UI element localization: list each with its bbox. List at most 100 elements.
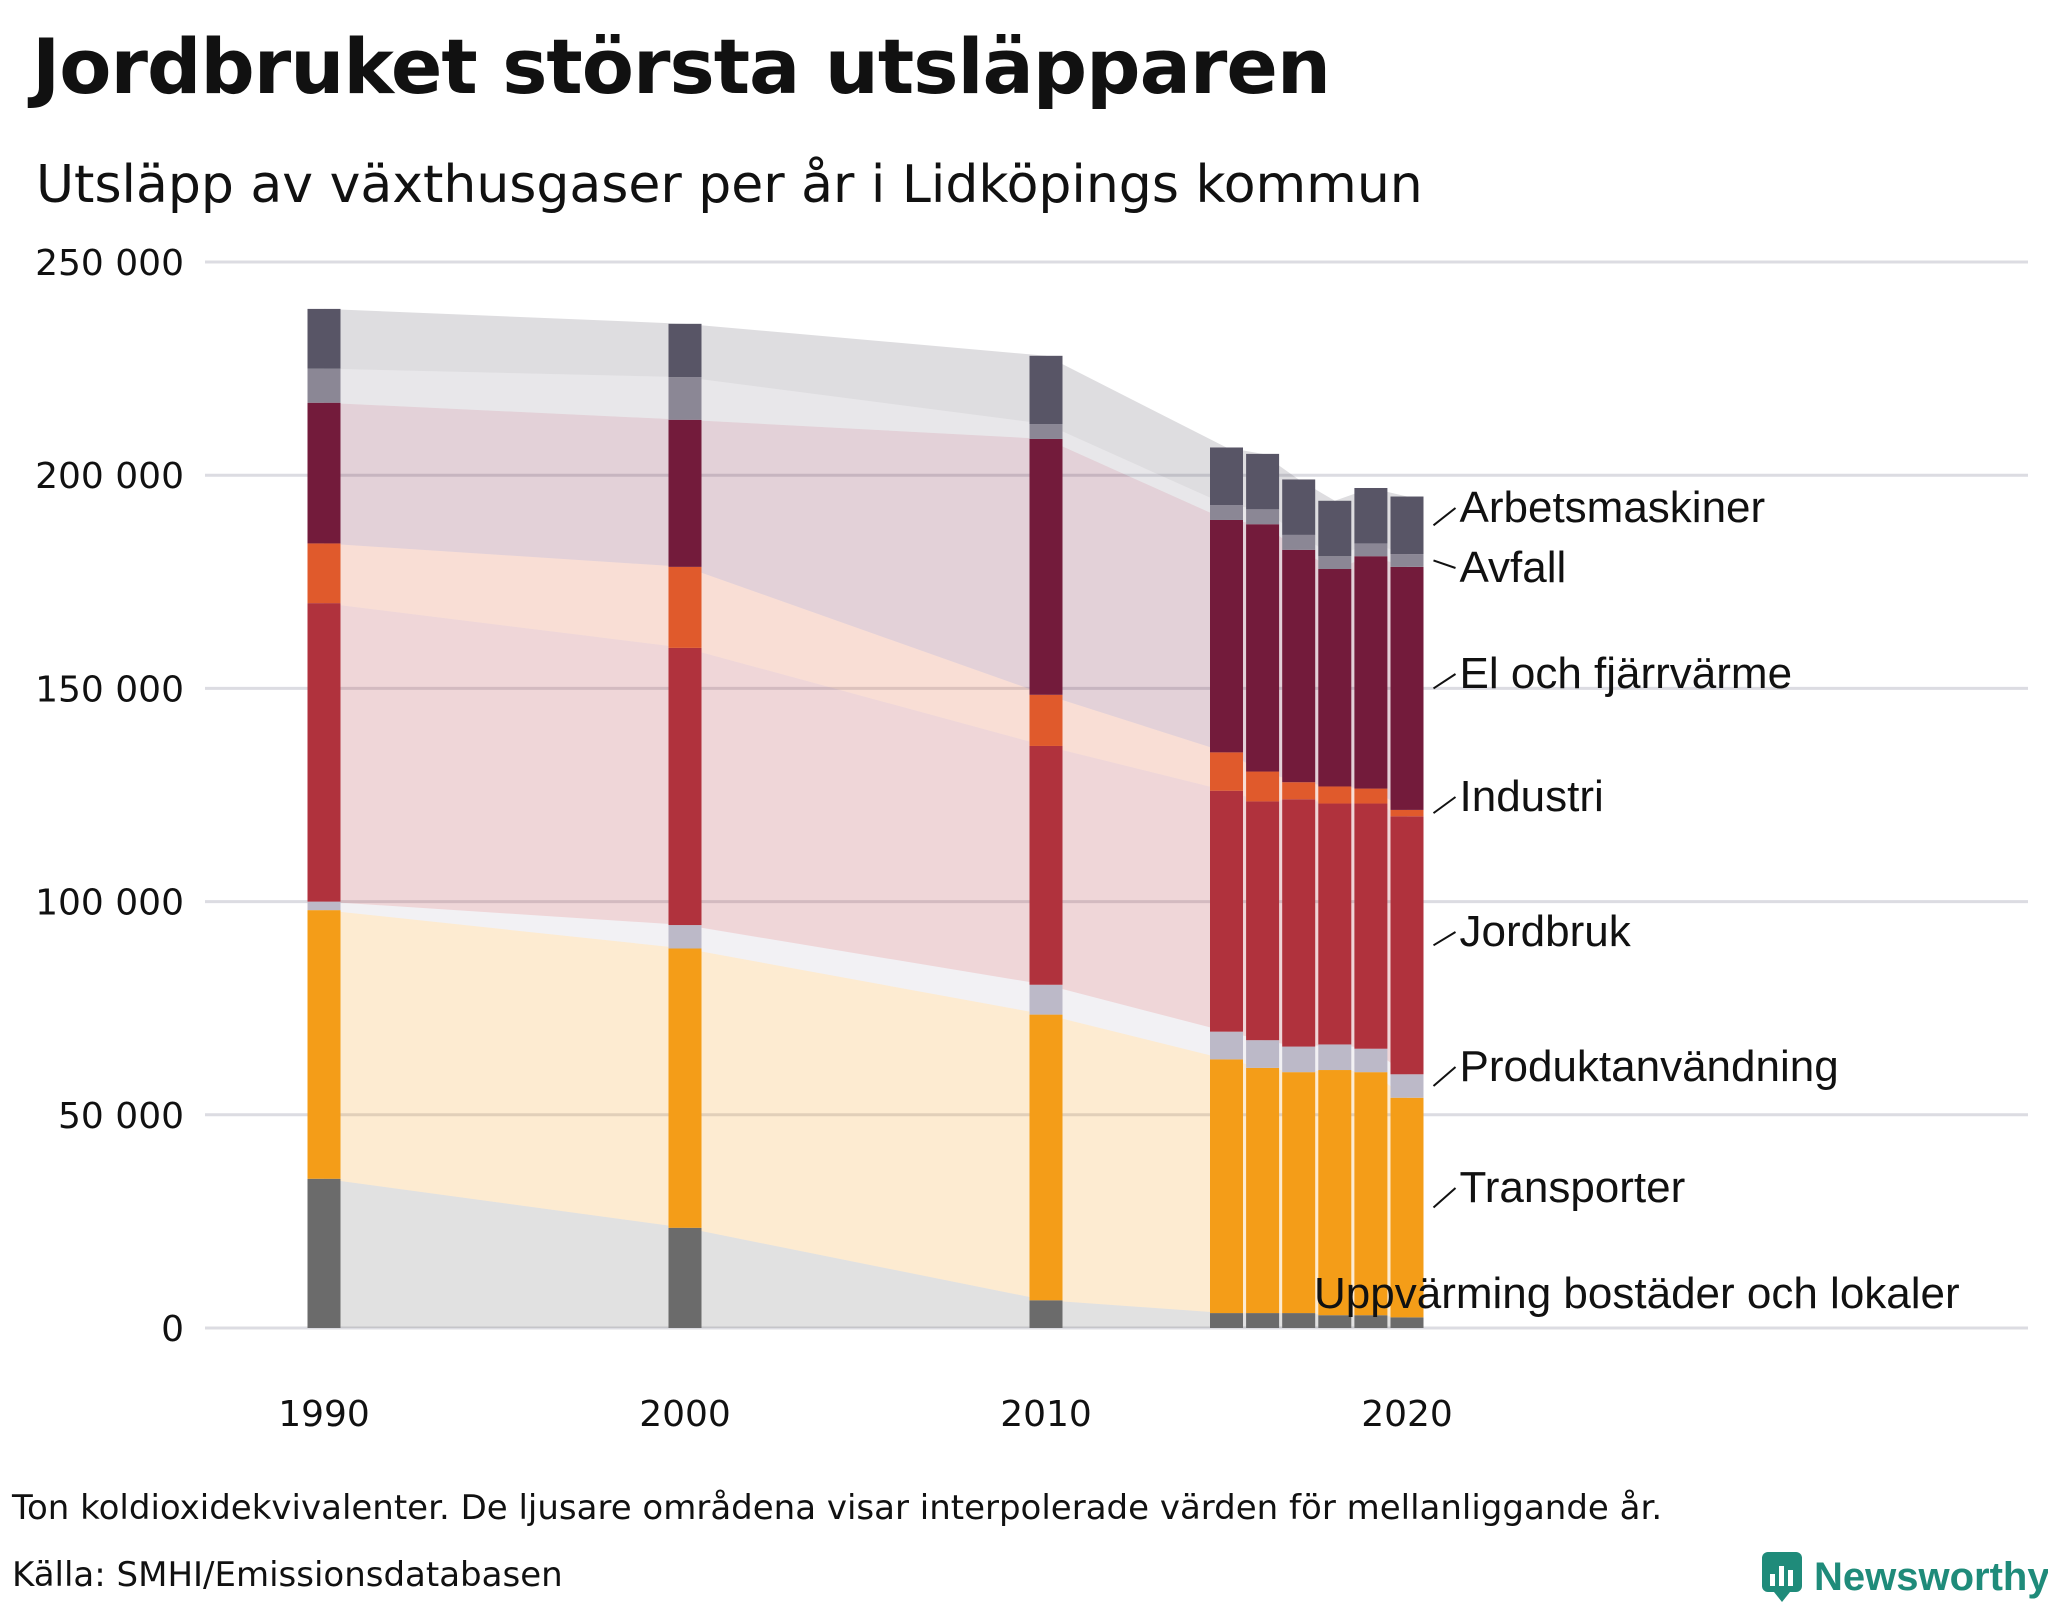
label-leader-line (1432, 931, 1457, 947)
label-leader-line (1432, 796, 1457, 814)
area-7 (324, 308, 1407, 557)
label-leader-line (1433, 559, 1456, 569)
bar-segment (307, 901, 341, 911)
series-label: Jordbruk (1460, 907, 1632, 956)
bar-segment (1354, 487, 1388, 544)
area-5 (324, 402, 1407, 810)
series-label: El och fjärrvärme (1460, 649, 1793, 698)
bar-segment (307, 543, 341, 604)
bar-segment (1029, 745, 1063, 985)
bar-segment (1318, 786, 1352, 804)
label-leader-line (1432, 507, 1457, 527)
y-tick-label: 100 000 (35, 883, 184, 924)
brand-logo: Newsworthy (1760, 1550, 2048, 1604)
bar-segment (668, 419, 702, 567)
bar-segment (1282, 782, 1316, 800)
area-1 (324, 910, 1407, 1318)
bar-segment (1354, 1048, 1388, 1073)
bar-segment (1354, 788, 1388, 804)
brand-name: Newsworthy (1814, 1554, 2048, 1599)
bar-segment (1210, 790, 1243, 1032)
bar-segment (1282, 549, 1316, 783)
gridlines (205, 260, 2028, 1330)
axis-labels: 0 50 000 100 000 150 000 200 000 250 000 1990 2… (35, 243, 1453, 1435)
bar-segment (307, 368, 341, 403)
bar-segment (1029, 438, 1063, 695)
bar-segment (1390, 809, 1424, 817)
x-tick-label: 2010 (1000, 1394, 1092, 1435)
source-credit: Källa: SMHI/Emissionsdatabasen (12, 1555, 563, 1595)
bar-segment (1354, 1072, 1388, 1316)
stacked-bar-chart: 0 50 000 100 000 150 000 200 000 250 000 1990 2… (35, 243, 2028, 1435)
interpolated-areas (324, 308, 1407, 1328)
series-label: Industri (1460, 772, 1604, 821)
bar-segment (1246, 801, 1280, 1041)
bar-segment (1210, 752, 1243, 791)
bar-segment (1282, 799, 1316, 1047)
bar-segment (1210, 505, 1243, 520)
label-leader-line (1432, 673, 1457, 690)
bar-segment (1029, 984, 1063, 1015)
series-label: Uppvärming bostäder och lokaler (1314, 1269, 1960, 1318)
bar-segment (1210, 447, 1243, 506)
area-3 (324, 603, 1407, 1075)
chart-subtitle: Utsläpp av växthusgaser per år i Lidköpi… (36, 155, 1423, 215)
bar-segment (1318, 569, 1352, 787)
bar-segment (1029, 694, 1063, 746)
bar-segment (1246, 771, 1280, 802)
bar-segment (1210, 1059, 1243, 1314)
bar-segment (1354, 803, 1388, 1049)
bar-segment (1390, 1317, 1424, 1328)
bar-segment (1246, 453, 1280, 510)
bar-segment (1210, 519, 1243, 753)
bar-segment (668, 323, 702, 378)
bar-segment (668, 1227, 702, 1328)
label-leader-line (1432, 1187, 1457, 1209)
bar-segment (1282, 1046, 1316, 1073)
bar-segment (307, 308, 341, 369)
bar-segment (1282, 1072, 1316, 1314)
y-tick-label: 0 (161, 1309, 184, 1350)
bar-segment (1354, 543, 1388, 557)
bar-segment (1246, 524, 1280, 772)
area-4 (324, 543, 1407, 817)
bar-segment (668, 948, 702, 1228)
series-label: Arbetsmaskiner (1460, 483, 1766, 532)
y-tick-label: 200 000 (35, 456, 184, 497)
x-tick-label: 2000 (639, 1394, 731, 1435)
bar-segment (1318, 1070, 1352, 1316)
bars (307, 308, 1424, 1328)
bar-segment (1210, 1313, 1243, 1328)
bar-segment (668, 925, 702, 949)
bar-segment (307, 1178, 341, 1328)
bar-segment (1029, 355, 1063, 425)
bar-segment (1390, 1074, 1424, 1098)
bar-segment (1390, 496, 1424, 555)
label-leader-line (1432, 1066, 1457, 1087)
bar-segment (1246, 1313, 1280, 1328)
x-tick-label: 2020 (1361, 1394, 1453, 1435)
bar-segment (307, 910, 341, 1179)
footnote: Ton koldioxidekvivalenter. De ljusare om… (12, 1488, 1663, 1528)
bar-segment (1282, 1313, 1316, 1328)
bar-segment (1318, 556, 1352, 570)
area-2 (324, 901, 1407, 1098)
bar-segment (668, 377, 702, 420)
y-tick-label: 150 000 (35, 669, 184, 710)
area-0 (324, 1178, 1407, 1328)
bar-segment (1029, 1300, 1063, 1328)
bar-segment (1318, 500, 1352, 557)
bar-segment (668, 647, 702, 926)
bar-segment (1246, 509, 1280, 525)
bar-segment (1029, 424, 1063, 439)
bar-segment (668, 566, 702, 648)
bar-segment (1390, 1097, 1424, 1318)
bar-segment (1390, 816, 1424, 1075)
chart-title: Jordbruket största utsläpparen (32, 22, 1331, 111)
bar-segment (1354, 556, 1388, 789)
series-label: Transporter (1460, 1163, 1686, 1212)
bar-segment (1029, 1014, 1063, 1301)
bar-segment (1246, 1067, 1280, 1314)
newsworthy-logo-icon (1762, 1552, 1802, 1602)
x-tick-label: 1990 (278, 1394, 370, 1435)
